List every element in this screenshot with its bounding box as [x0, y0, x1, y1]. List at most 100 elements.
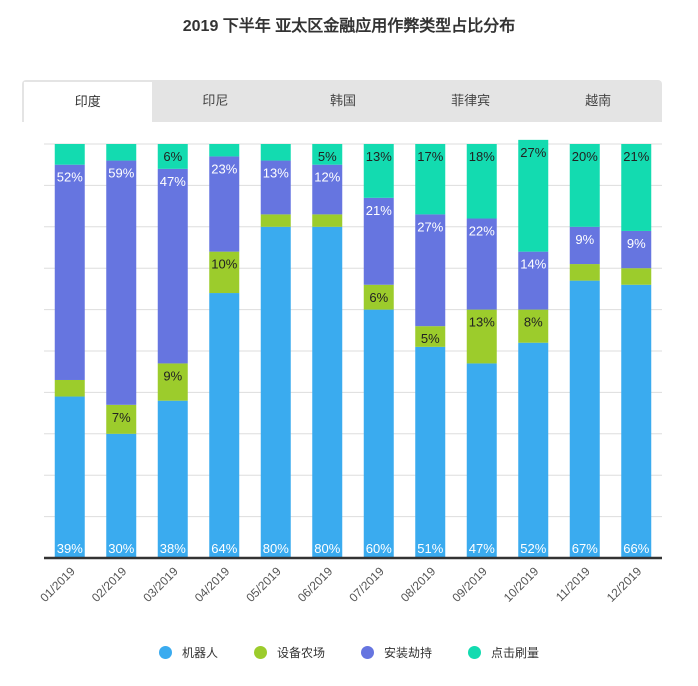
- bar-segment: [106, 404, 137, 434]
- tab-philippines[interactable]: 菲律宾: [451, 93, 491, 108]
- tab-indonesia[interactable]: 印尼: [202, 93, 229, 108]
- data-label: 9%: [575, 232, 594, 247]
- bar-segment: [106, 433, 137, 558]
- data-label: 64%: [211, 541, 237, 556]
- bar-segment: [209, 156, 240, 252]
- legend-label-device-farm: 设备农场: [276, 646, 325, 660]
- data-label: 18%: [469, 149, 495, 164]
- bar-segment: [363, 309, 394, 558]
- bar-segment: [54, 396, 85, 558]
- bar-segment: [209, 251, 240, 294]
- data-label: 47%: [160, 174, 186, 189]
- data-label: 5%: [318, 149, 337, 164]
- x-tick-label: 07/2019: [346, 564, 387, 605]
- data-label: 23%: [211, 161, 237, 176]
- data-label: 80%: [263, 541, 289, 556]
- bar-segment: [518, 251, 549, 310]
- tab-vietnam[interactable]: 越南: [585, 93, 612, 108]
- data-label: 17%: [417, 149, 443, 164]
- bar-segment: [415, 346, 446, 558]
- data-label: 12%: [314, 170, 340, 185]
- legend-item-device-farm[interactable]: 设备农场: [253, 644, 325, 661]
- data-label: 9%: [627, 236, 646, 251]
- bar-segment: [466, 309, 497, 364]
- bar-segment: [569, 144, 600, 227]
- bar-segment: [363, 284, 394, 310]
- bar-segment: [260, 144, 291, 161]
- bar-segment: [54, 164, 85, 380]
- x-tick-label: 11/2019: [553, 564, 593, 604]
- chart-title: 2019 下半年 亚太区金融应用作弊类型占比分布: [182, 18, 516, 35]
- data-label: 6%: [369, 290, 388, 305]
- data-label: 27%: [520, 145, 546, 160]
- bar-segment: [312, 164, 343, 215]
- x-tick-label: 08/2019: [398, 564, 439, 605]
- bar-segment: [54, 144, 85, 165]
- bar-segment: [621, 230, 652, 269]
- x-tick-label: 03/2019: [140, 564, 181, 605]
- x-tick-label: 09/2019: [449, 564, 490, 605]
- bar-segment: [363, 197, 394, 285]
- bar-segment: [466, 363, 497, 558]
- bar-segment: [312, 226, 343, 559]
- x-tick-label: 10/2019: [501, 564, 542, 605]
- bar-segment: [621, 284, 652, 558]
- data-label: 13%: [263, 166, 289, 181]
- x-tick-label: 01/2019: [37, 564, 78, 605]
- data-label: 13%: [469, 315, 495, 330]
- bar-segment: [209, 293, 240, 558]
- bar-segment: [260, 226, 291, 559]
- bar-segment: [106, 144, 137, 161]
- data-label: 6%: [163, 149, 182, 164]
- legend-label-install-hijack: 安装劫持: [384, 646, 433, 660]
- bar-segment: [157, 144, 188, 169]
- bar-segment: [157, 400, 188, 558]
- data-label: 20%: [572, 149, 598, 164]
- data-label: 52%: [57, 170, 83, 185]
- bar-segment: [312, 214, 343, 227]
- data-label: 14%: [520, 257, 546, 272]
- legend-label-robot: 机器人: [181, 646, 218, 660]
- data-label: 80%: [314, 541, 340, 556]
- bar-segment: [569, 264, 600, 281]
- data-label: 67%: [572, 541, 598, 556]
- bar-segment: [106, 160, 137, 405]
- data-label: 27%: [417, 219, 443, 234]
- data-label: 9%: [163, 368, 182, 383]
- bar-segment: [363, 144, 394, 198]
- bar-segment: [518, 139, 549, 252]
- data-label: 21%: [366, 203, 392, 218]
- bar-segment: [209, 144, 240, 157]
- data-label: 7%: [112, 410, 131, 425]
- bar-segment: [466, 218, 497, 310]
- data-label: 66%: [623, 541, 649, 556]
- legend-item-robot[interactable]: 机器人: [158, 644, 218, 661]
- legend-item-install-hijack[interactable]: 安装劫持: [361, 644, 432, 661]
- tab-korea[interactable]: 韩国: [329, 93, 356, 108]
- data-label: 38%: [160, 541, 186, 556]
- data-label: 13%: [366, 149, 392, 164]
- bar-segment: [621, 144, 652, 231]
- data-label: 51%: [417, 541, 443, 556]
- bar-segment: [415, 214, 446, 327]
- data-label: 10%: [211, 257, 237, 272]
- region-tabs: 印度 印尼 韩国 菲律宾 越南: [22, 80, 662, 122]
- bar-segment: [518, 309, 549, 343]
- data-label: 30%: [108, 541, 134, 556]
- data-label: 21%: [623, 149, 649, 164]
- tab-india[interactable]: 印度: [24, 82, 152, 122]
- bar-segment: [260, 214, 291, 227]
- data-label: 52%: [520, 541, 546, 556]
- bar-segment: [621, 268, 652, 285]
- stacked-bar-chart: 39% 52% 01/2019 30% 7% 59% 02/2019 38% 9% 47% 6% 03…: [37, 139, 662, 605]
- bar-segment: [260, 160, 291, 215]
- bar-segment: [157, 168, 188, 364]
- x-tick-label: 06/2019: [295, 564, 336, 605]
- x-tick-label: 12/2019: [604, 564, 645, 605]
- data-label: 8%: [524, 315, 543, 330]
- legend-dot-robot: [158, 646, 172, 659]
- x-tick-label: 02/2019: [89, 564, 130, 605]
- bar-segment: [312, 144, 343, 165]
- legend-item-click-spam[interactable]: 点击刷量: [468, 644, 539, 661]
- data-label: 5%: [421, 331, 440, 346]
